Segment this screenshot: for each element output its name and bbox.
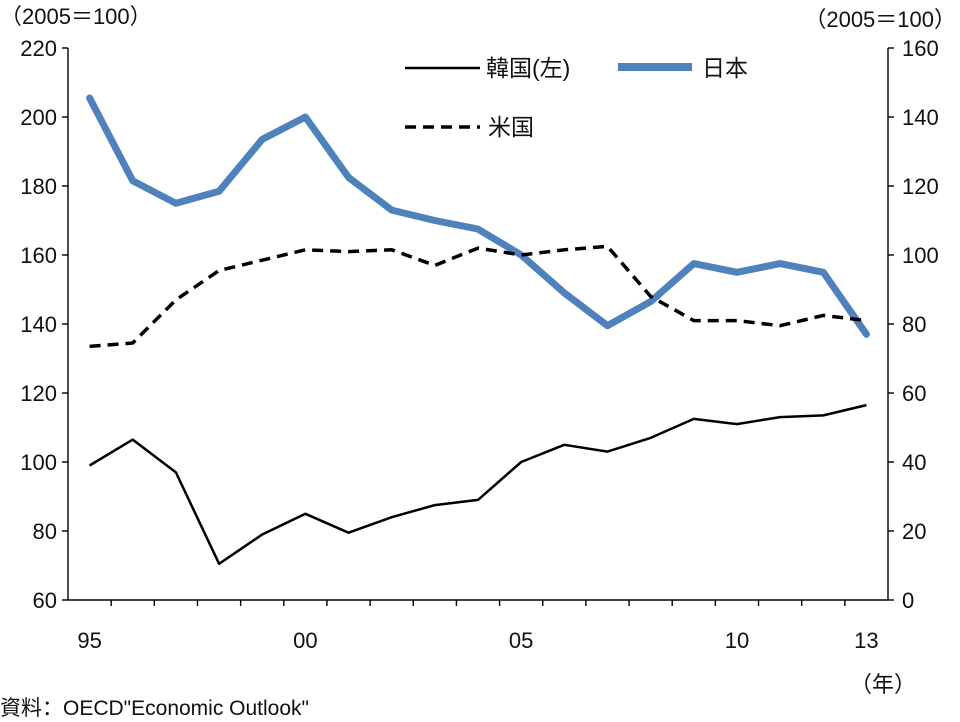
left-y-tick-label: 160 xyxy=(20,243,57,268)
tick-marks xyxy=(62,47,894,606)
legend: 韓国(左) 日本 米国 xyxy=(405,55,748,140)
left-y-tick-label: 200 xyxy=(20,105,57,130)
left-y-tick-label: 120 xyxy=(20,381,57,406)
x-tick-label: 05 xyxy=(509,628,533,653)
legend-label-korea: 韓国(左) xyxy=(486,55,570,81)
right-axis-unit: （2005＝100） xyxy=(804,7,956,32)
right-y-tick-label: 60 xyxy=(902,381,926,406)
x-tick-label: 10 xyxy=(725,628,749,653)
left-y-tick-label: 60 xyxy=(33,588,57,613)
series-line-3 xyxy=(89,244,867,349)
x-tick-label: 95 xyxy=(77,628,101,653)
right-y-tick-label: 40 xyxy=(902,450,926,475)
left-y-tick-label: 100 xyxy=(20,450,57,475)
right-y-tick-label: 160 xyxy=(902,36,939,61)
x-axis-unit: （年） xyxy=(850,672,916,697)
series-line-1 xyxy=(88,403,867,566)
x-tick-label: 13 xyxy=(854,628,878,653)
legend-item-us: 米国 xyxy=(405,114,534,140)
legend-label-us: 米国 xyxy=(488,114,534,140)
left-y-tick-label: 80 xyxy=(33,519,57,544)
left-y-tick-label: 220 xyxy=(20,36,57,61)
series-line-2 xyxy=(86,94,870,338)
x-tick-label: 00 xyxy=(293,628,317,653)
left-y-tick-label: 180 xyxy=(20,174,57,199)
legend-item-korea: 韓国(左) xyxy=(405,55,570,81)
legend-item-japan: 日本 xyxy=(618,55,748,81)
left-y-tick-label: 140 xyxy=(20,312,57,337)
series-lines xyxy=(86,94,870,566)
legend-label-japan: 日本 xyxy=(702,55,748,81)
right-y-tick-label: 140 xyxy=(902,105,939,130)
right-y-tick-label: 100 xyxy=(902,243,939,268)
right-y-tick-label: 120 xyxy=(902,174,939,199)
right-y-tick-label: 0 xyxy=(902,588,914,613)
source-note: 資料：OECD"Economic Outlook" xyxy=(0,697,309,720)
tick-labels: 60 80 100 120 140 160 180 200 220 0 20 40 60 80 100 120… xyxy=(20,36,938,653)
right-y-tick-label: 20 xyxy=(902,519,926,544)
right-y-tick-label: 80 xyxy=(902,312,926,337)
left-axis-unit: （2005＝100） xyxy=(0,4,152,29)
